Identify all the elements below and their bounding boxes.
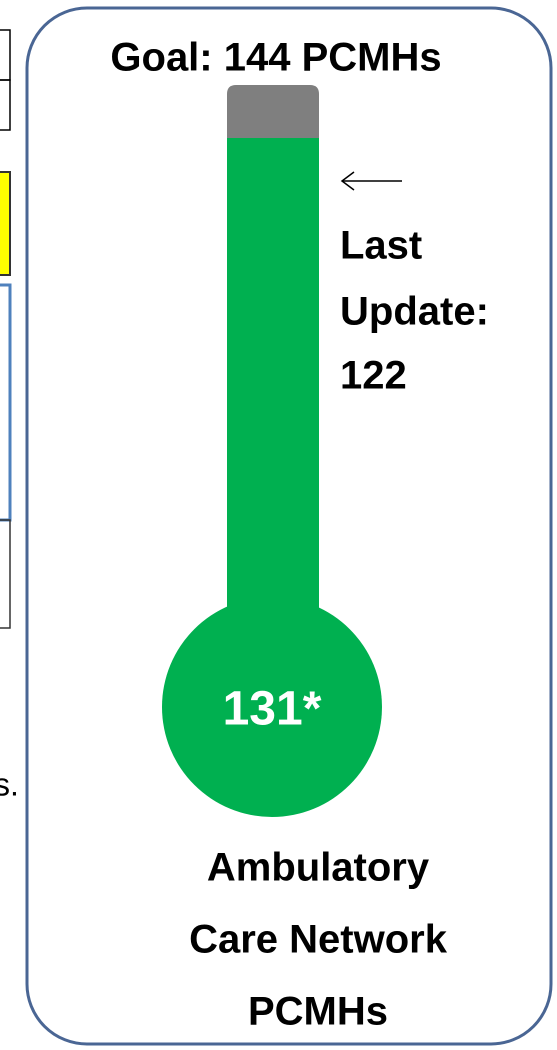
left-fragments: s. [0, 29, 19, 802]
fragment-box [0, 519, 11, 629]
fragment-text: s. [0, 766, 19, 802]
arrow [340, 171, 402, 191]
last-update-line: Last [340, 224, 422, 268]
last-update-line: 122 [340, 354, 407, 398]
goal-label: Goal: 144 PCMHs [110, 36, 441, 80]
arrow-head [340, 171, 355, 191]
caption-line: Care Network [189, 918, 448, 962]
caption-line: PCMHs [248, 990, 388, 1034]
fragment-yellow [0, 171, 11, 276]
fragment-box [0, 29, 11, 81]
thermometer-cap [227, 85, 319, 138]
thermometer-bulb [162, 597, 382, 817]
last-update-line: Update: [340, 290, 489, 334]
thermometer-tube [227, 138, 319, 658]
current-label: 131* [223, 683, 322, 736]
fragment-blue [0, 283, 12, 522]
caption-line: Ambulatory [207, 846, 430, 890]
fragment-box [0, 79, 11, 131]
